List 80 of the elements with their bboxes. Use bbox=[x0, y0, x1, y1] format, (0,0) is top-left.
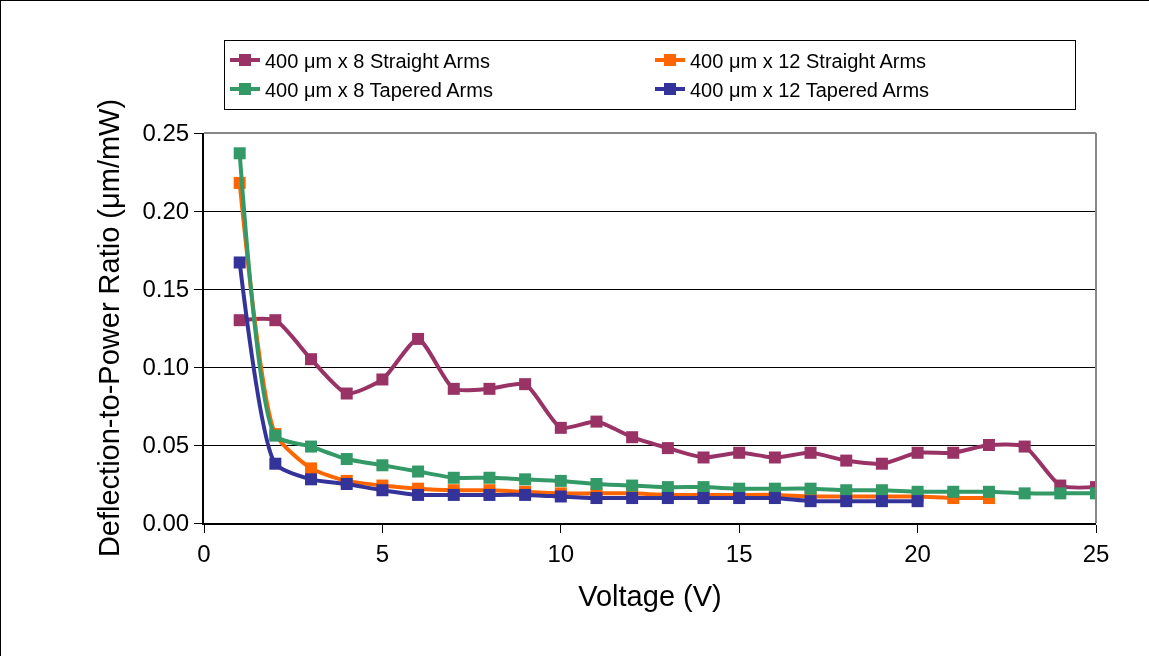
point bbox=[519, 378, 532, 391]
y-tick-label: 0.10 bbox=[142, 353, 190, 381]
point bbox=[590, 478, 603, 490]
point bbox=[804, 495, 817, 508]
x-tick-label: 15 bbox=[725, 539, 753, 567]
point bbox=[661, 442, 674, 455]
point bbox=[305, 473, 318, 486]
point bbox=[412, 332, 425, 345]
x-tick-label: 0 bbox=[197, 539, 211, 567]
point bbox=[840, 484, 853, 497]
y-tick-label: 0.20 bbox=[142, 197, 190, 225]
legend-label: 400 μm x 12 Straight Arms bbox=[690, 49, 927, 72]
point bbox=[554, 421, 567, 434]
point bbox=[305, 440, 318, 453]
point bbox=[340, 478, 353, 490]
point bbox=[519, 473, 532, 486]
point bbox=[447, 382, 460, 395]
point bbox=[626, 492, 639, 505]
point bbox=[376, 459, 389, 472]
point bbox=[840, 454, 853, 467]
point bbox=[376, 373, 389, 386]
point bbox=[1018, 440, 1031, 453]
point bbox=[982, 439, 995, 451]
point bbox=[733, 492, 746, 505]
point bbox=[412, 465, 425, 478]
point bbox=[840, 495, 853, 508]
point bbox=[626, 431, 639, 444]
x-tick-label: 5 bbox=[375, 539, 390, 567]
point bbox=[412, 488, 425, 501]
point bbox=[697, 481, 710, 494]
point bbox=[554, 474, 567, 487]
point bbox=[947, 446, 960, 459]
point bbox=[483, 382, 496, 395]
x-tick-label: 20 bbox=[904, 539, 931, 567]
point bbox=[947, 485, 960, 498]
point bbox=[804, 446, 817, 459]
point bbox=[233, 256, 246, 269]
point bbox=[982, 485, 995, 498]
point bbox=[875, 495, 888, 508]
x-axis-title: Voltage (V) bbox=[578, 580, 722, 613]
point bbox=[305, 353, 318, 366]
point bbox=[1054, 487, 1067, 500]
point bbox=[590, 492, 603, 505]
point bbox=[340, 387, 353, 400]
point bbox=[483, 471, 496, 484]
point bbox=[911, 495, 924, 508]
legend-label: 400 μm x 12 Tapered Arms bbox=[690, 78, 930, 101]
point bbox=[661, 481, 674, 494]
y-tick-label: 0.15 bbox=[142, 275, 190, 303]
point bbox=[447, 471, 460, 484]
point bbox=[376, 484, 389, 497]
point bbox=[697, 451, 710, 464]
point bbox=[661, 492, 674, 505]
point bbox=[804, 482, 817, 495]
point bbox=[697, 492, 710, 505]
point bbox=[269, 314, 282, 327]
point bbox=[733, 446, 746, 459]
point bbox=[269, 457, 282, 470]
x-tick-label: 25 bbox=[1082, 539, 1110, 567]
point bbox=[590, 415, 603, 428]
legend-label: 400 μm x 8 Straight Arms bbox=[265, 49, 490, 72]
y-tick-label: 0.05 bbox=[142, 431, 190, 459]
x-tick-label: 10 bbox=[547, 539, 575, 567]
point bbox=[875, 457, 888, 470]
point bbox=[483, 488, 496, 501]
y-axis-title: Deflection-to-Power Ratio (μm/mW) bbox=[93, 98, 126, 558]
point bbox=[305, 462, 318, 475]
legend-label: 400 μm x 8 Tapered Arms bbox=[265, 78, 493, 101]
y-tick-label: 0.25 bbox=[142, 119, 190, 147]
point bbox=[233, 314, 246, 327]
point bbox=[1018, 487, 1031, 500]
point bbox=[875, 484, 888, 497]
point bbox=[911, 446, 924, 459]
point bbox=[340, 453, 353, 466]
point bbox=[768, 492, 781, 505]
point bbox=[626, 479, 639, 492]
point bbox=[233, 147, 246, 160]
point bbox=[768, 451, 781, 464]
y-tick-label: 0.00 bbox=[142, 509, 190, 537]
point bbox=[447, 488, 460, 501]
